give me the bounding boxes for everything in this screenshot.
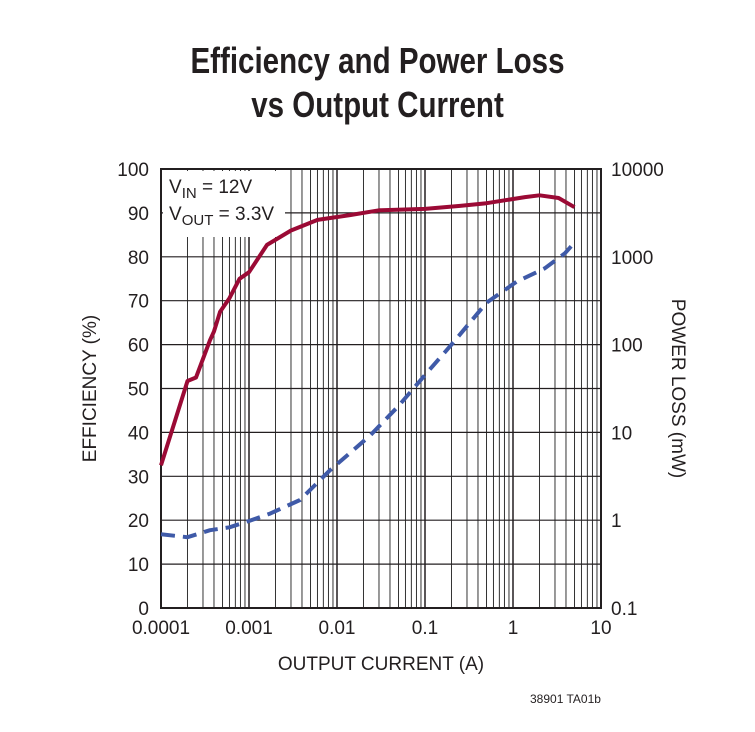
x-tick-label: 1 <box>508 618 519 639</box>
y-tick-label: 10 <box>128 555 149 576</box>
y-tick-label: 60 <box>128 336 149 357</box>
annotation-background <box>163 171 285 237</box>
y2-tick-label: 1 <box>611 511 622 532</box>
power-loss-line <box>160 241 576 540</box>
annotation-vout: VOUT = 3.3V <box>169 204 274 229</box>
y-tick-label: 50 <box>128 380 149 401</box>
y-tick-label: 90 <box>128 204 149 225</box>
y2-tick-label: 1000 <box>611 248 653 269</box>
y-tick-label: 40 <box>128 423 149 444</box>
y2-tick-label: 0.1 <box>611 599 637 620</box>
y2-tick-label: 10 <box>611 423 632 444</box>
x-tick-label: 10 <box>590 618 611 639</box>
plot-frame <box>160 168 602 609</box>
y2-tick-label: 100 <box>611 336 643 357</box>
footnote: 38901 TA01b <box>530 692 601 706</box>
y2-axis-label: POWER LOSS (mW) <box>667 299 688 478</box>
y-tick-label: 70 <box>128 292 149 313</box>
y2-tick-label: 10000 <box>611 160 664 181</box>
y-tick-label: 30 <box>128 467 149 488</box>
annotation-vin: VIN = 12V <box>169 177 252 202</box>
x-tick-label: 0.001 <box>225 618 273 639</box>
x-tick-label: 0.01 <box>319 618 356 639</box>
chart-title-line1: Efficiency and Power Loss <box>190 40 565 81</box>
y-axis-label: EFFICIENCY (%) <box>80 315 101 462</box>
x-axis-label: OUTPUT CURRENT (A) <box>278 654 484 675</box>
y-tick-label: 0 <box>138 599 149 620</box>
y-tick-label: 80 <box>128 248 149 269</box>
efficiency-line <box>159 193 576 466</box>
x-tick-label: 0.1 <box>412 618 438 639</box>
y-tick-label: 100 <box>117 160 149 181</box>
y-tick-label: 20 <box>128 511 149 532</box>
x-tick-label: 0.0001 <box>132 618 190 639</box>
chart-title-line2: vs Output Current <box>251 84 504 125</box>
